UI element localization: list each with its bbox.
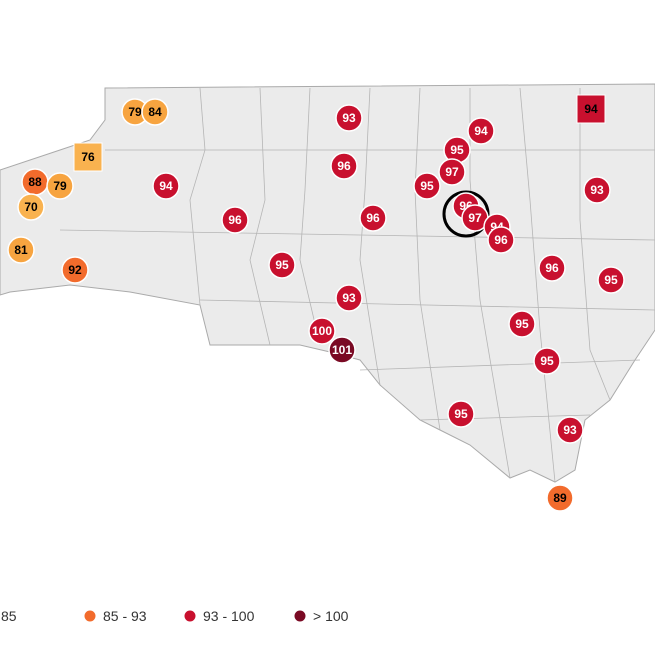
marker <box>447 400 475 428</box>
marker-label: 76 <box>81 150 95 164</box>
marker-label: 95 <box>450 143 464 157</box>
marker-label: 96 <box>337 159 351 173</box>
marker-label: 70 <box>24 200 38 214</box>
marker <box>438 158 466 186</box>
marker-label: 100 <box>312 324 332 338</box>
marker <box>546 484 574 512</box>
marker <box>328 336 356 364</box>
legend-swatch <box>293 609 307 623</box>
legend-label: > 100 <box>313 608 349 624</box>
marker <box>73 142 103 172</box>
marker-label: 92 <box>68 263 82 277</box>
marker-label: 88 <box>28 175 42 189</box>
marker-label: 96 <box>545 261 559 275</box>
marker-label: 97 <box>468 211 482 225</box>
marker <box>556 416 584 444</box>
marker-label: 96 <box>494 233 508 247</box>
marker <box>467 117 495 145</box>
marker <box>583 176 611 204</box>
marker-label: 94 <box>159 179 173 193</box>
marker-label: 93 <box>342 291 356 305</box>
marker-label: 93 <box>342 111 356 125</box>
marker-label: 95 <box>454 407 468 421</box>
legend-label: 85 - 93 <box>103 608 147 624</box>
legend-swatch <box>183 609 197 623</box>
marker-label: 79 <box>53 179 67 193</box>
marker <box>268 251 296 279</box>
marker-label: 93 <box>590 183 604 197</box>
marker-label: 95 <box>420 179 434 193</box>
marker <box>141 98 169 126</box>
legend-swatch <box>83 609 97 623</box>
marker-label: 89 <box>553 491 567 505</box>
marker <box>17 193 45 221</box>
legend-label: 78 - 85 <box>0 608 17 624</box>
marker <box>359 204 387 232</box>
marker <box>538 254 566 282</box>
marker <box>7 236 35 264</box>
marker <box>597 266 625 294</box>
marker <box>413 172 441 200</box>
marker-label: 81 <box>14 243 28 257</box>
marker <box>487 226 515 254</box>
marker-label: 96 <box>228 213 242 227</box>
marker <box>330 152 358 180</box>
marker-label: 101 <box>332 343 352 357</box>
marker <box>152 172 180 200</box>
marker-label: 97 <box>445 165 459 179</box>
marker <box>221 206 249 234</box>
marker-label: 94 <box>584 102 598 116</box>
marker-label: 94 <box>474 124 488 138</box>
marker <box>576 94 606 124</box>
marker-label: 95 <box>515 317 529 331</box>
marker-label: 79 <box>128 105 142 119</box>
marker <box>533 347 561 375</box>
marker-label: 95 <box>540 354 554 368</box>
legend-label: 93 - 100 <box>203 608 255 624</box>
marker-label: 95 <box>604 273 618 287</box>
marker-label: 95 <box>275 258 289 272</box>
marker-label: 84 <box>148 105 162 119</box>
marker <box>308 317 336 345</box>
marker <box>508 310 536 338</box>
marker <box>335 104 363 132</box>
marker <box>61 256 89 284</box>
marker-label: 96 <box>366 211 380 225</box>
marker <box>335 284 363 312</box>
marker-label: 93 <box>563 423 577 437</box>
marker <box>46 172 74 200</box>
